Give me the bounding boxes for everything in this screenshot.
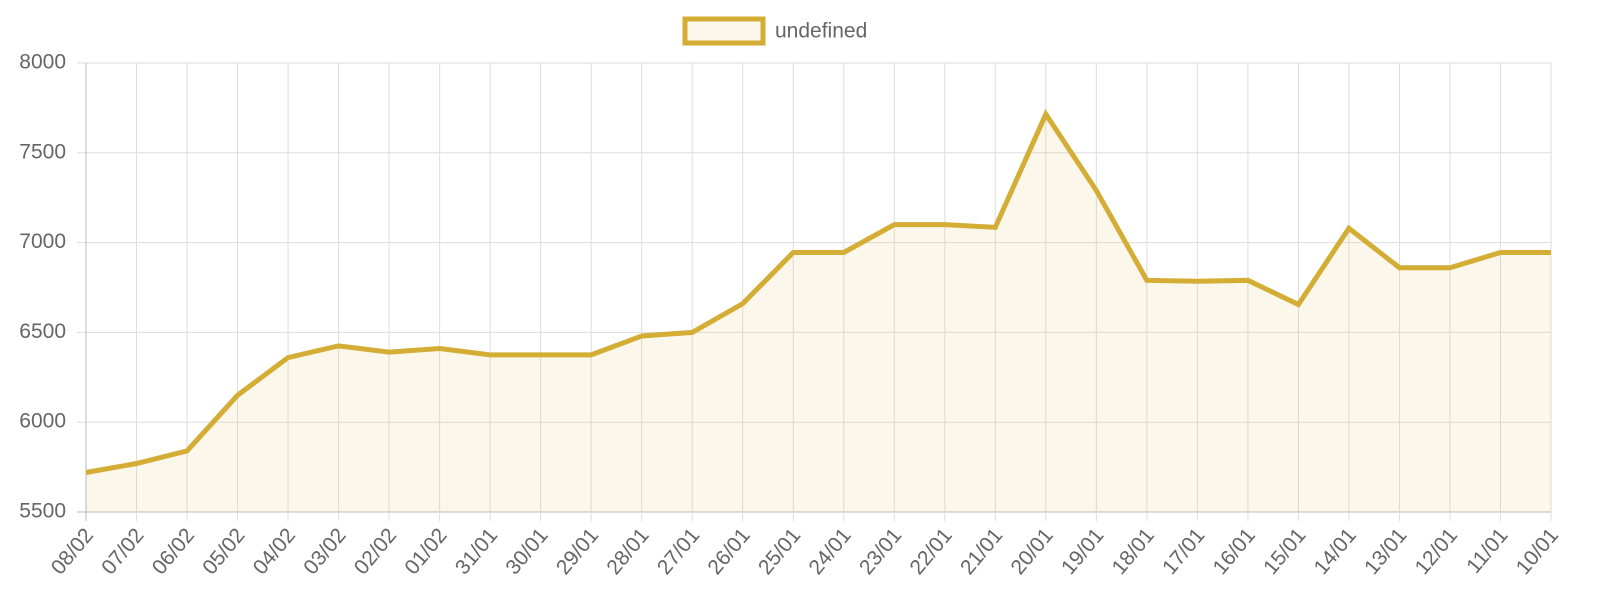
x-tick-label: 26/01 [703,524,754,579]
x-tick-label: 28/01 [602,524,653,579]
y-tick-label: 7500 [19,140,66,163]
x-tick-label: 29/01 [552,524,603,579]
x-tick-label: 16/01 [1209,524,1260,579]
x-tick-label: 07/02 [97,524,148,579]
x-tick-label: 04/02 [249,524,300,579]
x-tick-label: 17/01 [1158,524,1209,579]
legend-swatch[interactable] [682,16,766,46]
x-tick-label: 23/01 [855,524,906,579]
y-tick-label: 6000 [19,410,66,433]
x-tick-label: 01/02 [400,524,451,579]
area [86,114,1551,512]
x-tick-label: 20/01 [1007,524,1058,579]
x-tick-label: 02/02 [350,524,401,579]
y-tick-label: 8000 [19,51,66,74]
x-tick-label: 27/01 [653,524,704,579]
x-tick-label: 14/01 [1310,524,1361,579]
x-tick-label: 22/01 [905,524,956,579]
x-tick-label: 18/01 [1108,524,1159,579]
x-tick-label: 31/01 [451,524,502,579]
x-tick-label: 25/01 [754,524,805,579]
y-tick-label: 6500 [19,320,66,343]
y-tick-label: 7000 [19,230,66,253]
x-tick-label: 19/01 [1057,524,1108,579]
x-tick-label: 06/02 [148,524,199,579]
x-tick-label: 12/01 [1411,524,1462,579]
legend-label[interactable]: undefined [775,20,867,43]
x-tick-label: 30/01 [501,524,552,579]
x-tick-label: 05/02 [198,524,249,579]
y-tick-label: 5500 [19,500,66,523]
x-tick-label: 03/02 [299,524,350,579]
x-tick-label: 08/02 [47,524,98,579]
x-tick-label: 21/01 [956,524,1007,579]
x-tick-label: 13/01 [1360,524,1411,579]
x-tick-label: 11/01 [1462,524,1512,578]
x-tick-label: 10/01 [1512,524,1563,579]
line [85,109,1551,475]
x-tick-label: 15/01 [1259,524,1310,579]
x-tick-label: 24/01 [804,524,855,579]
